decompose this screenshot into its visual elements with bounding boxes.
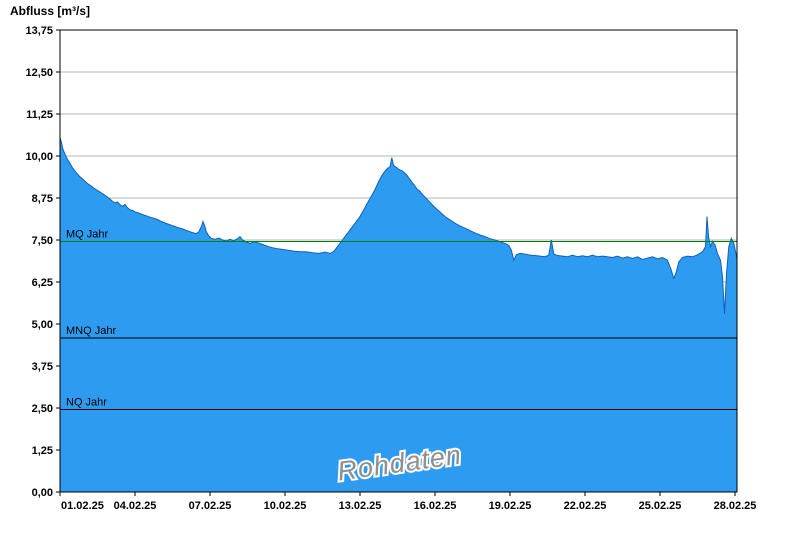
chart-title: Abfluss [m³/s] <box>10 4 90 18</box>
plot-border <box>59 29 738 493</box>
y-tick-label: 12,50 <box>25 67 53 79</box>
x-tick-label: 22.02.25 <box>564 500 607 512</box>
x-tick-label: 16.02.25 <box>414 500 457 512</box>
y-tick-label: 7,50 <box>32 235 53 247</box>
ref-line-label-nq-jahr: NQ Jahr <box>66 397 107 409</box>
x-tick-label: 25.02.25 <box>639 500 682 512</box>
x-tick-label: 10.02.25 <box>264 500 307 512</box>
y-tick-label: 13,75 <box>25 25 53 37</box>
y-tick-label: 1,25 <box>32 445 53 457</box>
y-tick-label: 8,75 <box>32 193 53 205</box>
discharge-area <box>59 137 738 493</box>
x-tick-label: 28.02.25 <box>714 500 757 512</box>
ref-line-label-mnq-jahr: MNQ Jahr <box>66 325 116 337</box>
discharge-area-layer <box>59 137 738 493</box>
x-tick-label: 04.02.25 <box>114 500 157 512</box>
y-tick-label: 5,00 <box>32 319 53 331</box>
x-tick-label: 07.02.25 <box>189 500 232 512</box>
reference-lines-layer: MQ Jahr MNQ Jahr NQ Jahr <box>60 229 737 411</box>
y-tick-label: 11,25 <box>26 109 53 121</box>
y-tick-label: 3,75 <box>32 361 53 373</box>
y-tick-label: 2,50 <box>32 403 53 415</box>
y-tick-label: 6,25 <box>32 277 53 289</box>
x-tick-label: 19.02.25 <box>489 500 532 512</box>
axes-layer: 01.02.25 04.02.25 07.02.25 10.02.25 13.02.25… <box>25 25 756 512</box>
x-tick-label: 13.02.25 <box>339 500 382 512</box>
y-tick-label: 0,00 <box>32 487 53 499</box>
x-tick-label: 01.02.25 <box>61 500 104 512</box>
y-tick-label: 10,00 <box>25 151 53 163</box>
ref-line-label-mq-jahr: MQ Jahr <box>66 229 109 241</box>
